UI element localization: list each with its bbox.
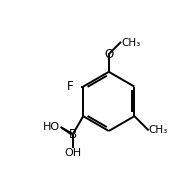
- Text: B: B: [69, 128, 77, 141]
- Text: O: O: [104, 48, 113, 61]
- Text: F: F: [67, 80, 74, 93]
- Text: HO: HO: [43, 122, 60, 132]
- Text: CH₃: CH₃: [121, 38, 140, 48]
- Text: OH: OH: [64, 148, 82, 158]
- Text: CH₃: CH₃: [149, 125, 168, 135]
